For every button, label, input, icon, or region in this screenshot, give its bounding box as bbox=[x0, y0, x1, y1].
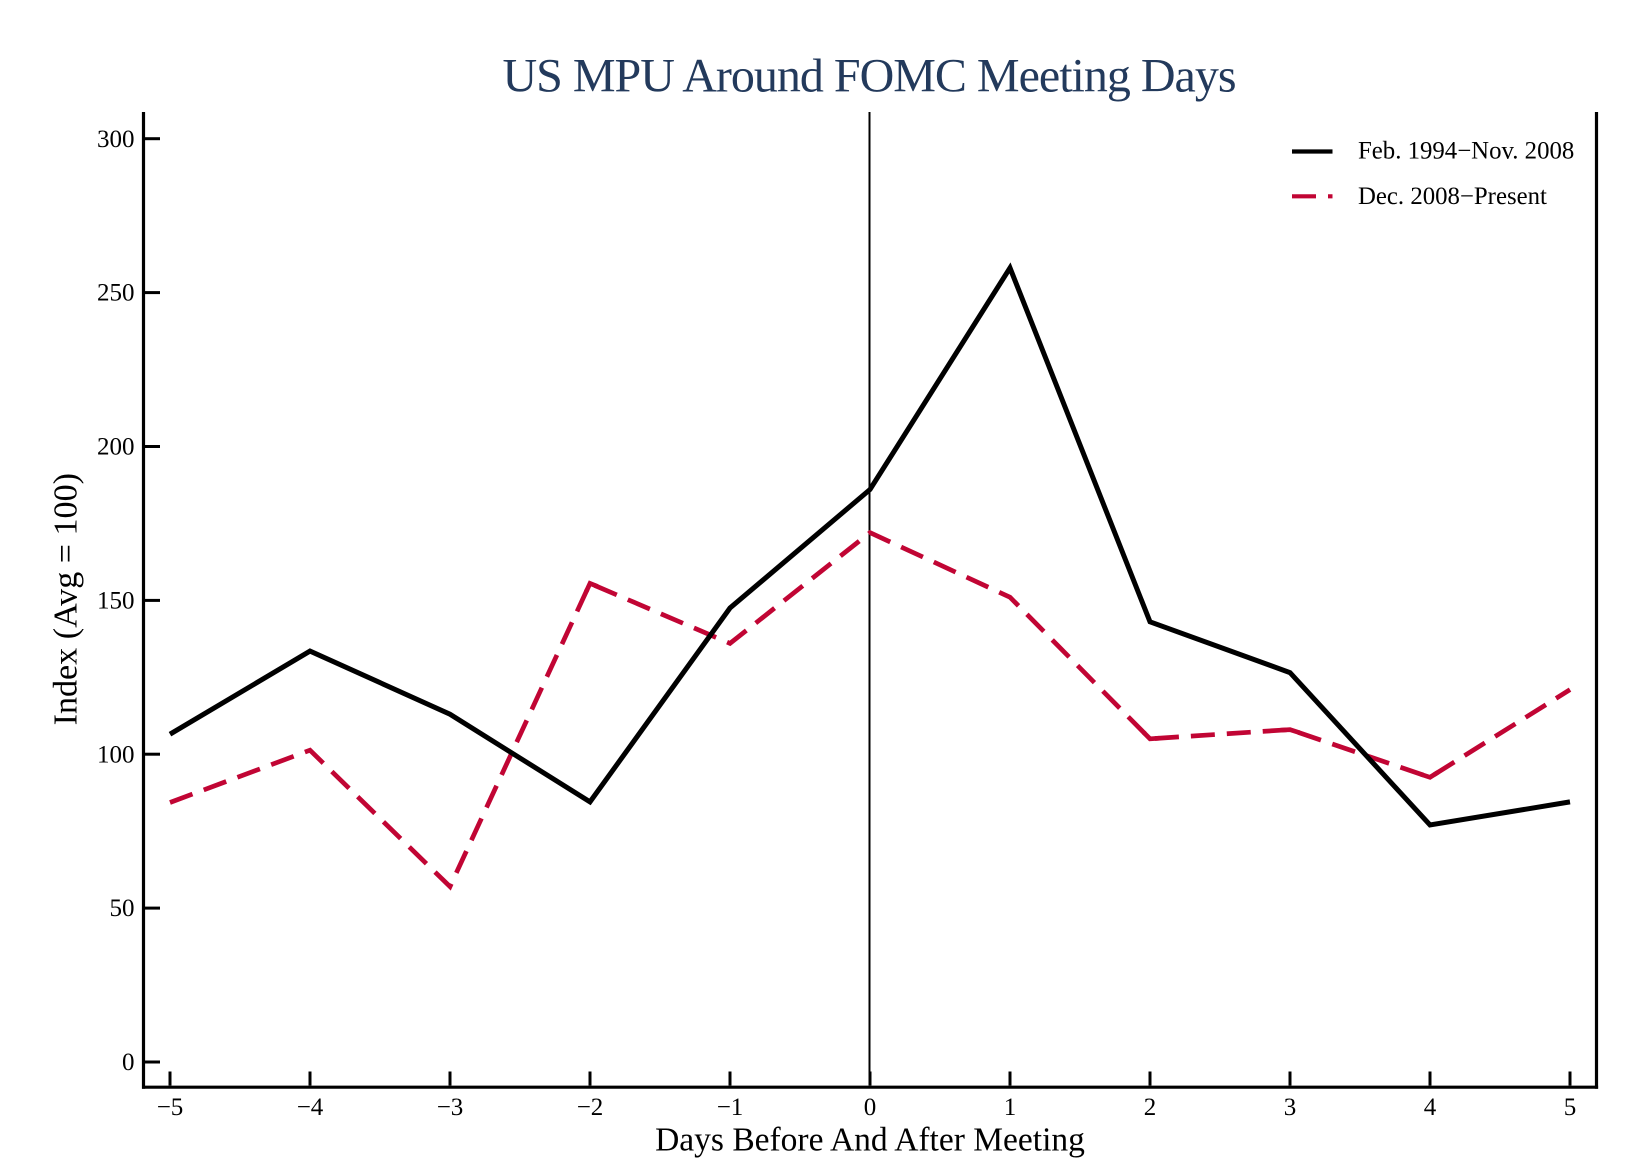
svg-text:1: 1 bbox=[1004, 1094, 1017, 1121]
svg-text:−5: −5 bbox=[157, 1094, 184, 1121]
svg-text:0: 0 bbox=[122, 1049, 135, 1076]
svg-text:100: 100 bbox=[97, 741, 135, 768]
svg-text:−2: −2 bbox=[577, 1094, 604, 1121]
svg-text:4: 4 bbox=[1424, 1094, 1437, 1121]
svg-text:−4: −4 bbox=[297, 1094, 324, 1121]
svg-text:3: 3 bbox=[1284, 1094, 1297, 1121]
svg-text:Days Before And After Meeting: Days Before And After Meeting bbox=[655, 1121, 1085, 1158]
svg-text:US MPU Around FOMC Meeting Day: US MPU Around FOMC Meeting Days bbox=[502, 50, 1235, 103]
svg-text:−1: −1 bbox=[717, 1094, 744, 1121]
svg-text:150: 150 bbox=[97, 588, 135, 615]
svg-text:2: 2 bbox=[1144, 1094, 1157, 1121]
svg-text:200: 200 bbox=[97, 434, 135, 461]
svg-text:Feb. 1994−Nov. 2008: Feb. 1994−Nov. 2008 bbox=[1358, 138, 1574, 165]
svg-text:Dec. 2008−Present: Dec. 2008−Present bbox=[1358, 183, 1547, 210]
svg-text:Index (Avg = 100): Index (Avg = 100) bbox=[48, 473, 85, 725]
svg-text:250: 250 bbox=[97, 280, 135, 307]
svg-text:−3: −3 bbox=[437, 1094, 464, 1121]
svg-text:50: 50 bbox=[110, 895, 135, 922]
svg-text:5: 5 bbox=[1564, 1094, 1577, 1121]
svg-text:300: 300 bbox=[97, 126, 135, 153]
svg-text:0: 0 bbox=[864, 1094, 877, 1121]
